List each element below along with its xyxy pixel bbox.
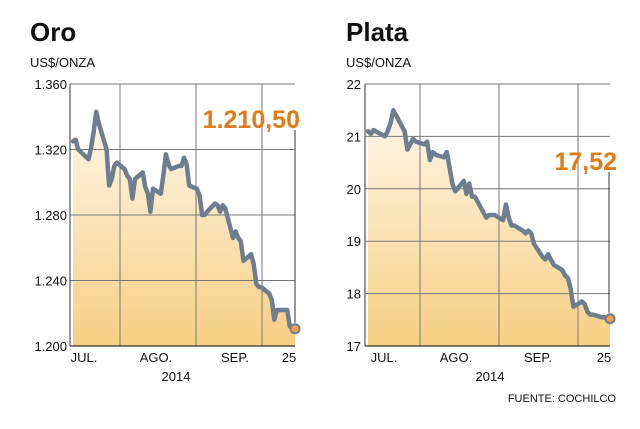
gold-y-tick-label: 1.320 bbox=[34, 143, 67, 158]
silver-unit-label: US$/ONZA bbox=[346, 55, 411, 70]
gold-price-line bbox=[70, 109, 298, 332]
gold-x-tick-label: JUL. bbox=[71, 350, 98, 365]
silver-last-point-marker bbox=[604, 313, 616, 325]
silver-plot-area: 17 18 19 20 21 22 JUL. AGO. SEP. 25 2014 bbox=[347, 77, 616, 384]
gold-x-tick-label: 25 bbox=[282, 350, 296, 365]
gold-panel: Oro US$/ONZA 1.200 1.240 1.280 1.320 1.360 JU… bbox=[30, 17, 301, 384]
silver-y-tick-label: 22 bbox=[347, 77, 361, 92]
gold-title: Oro bbox=[30, 17, 76, 47]
gold-last-price-callout: 1.210,50 bbox=[203, 106, 300, 134]
gold-last-point-marker bbox=[289, 323, 301, 335]
silver-x-tick-label: 25 bbox=[597, 350, 611, 365]
silver-x-tick-label: JUL. bbox=[371, 350, 398, 365]
silver-price-line bbox=[365, 107, 613, 322]
gold-x-tick-label: SEP. bbox=[221, 350, 249, 365]
silver-title: Plata bbox=[346, 17, 409, 47]
gold-area-fill bbox=[73, 111, 295, 346]
silver-x-year-label: 2014 bbox=[476, 369, 505, 384]
silver-x-tick-label: AGO. bbox=[440, 350, 473, 365]
gold-unit-label: US$/ONZA bbox=[30, 55, 95, 70]
silver-y-tick-label: 19 bbox=[347, 234, 361, 249]
gold-plot-area: 1.200 1.240 1.280 1.320 1.360 JUL. AGO. SEP. 25 2… bbox=[34, 77, 301, 384]
gold-y-tick-label: 1.360 bbox=[34, 77, 67, 92]
gold-y-tick-label: 1.200 bbox=[34, 339, 67, 354]
silver-area-fill bbox=[368, 110, 610, 346]
silver-y-tick-label: 20 bbox=[347, 182, 361, 197]
source-note: FUENTE: COCHILCO bbox=[508, 393, 617, 405]
gold-y-tick-label: 1.280 bbox=[34, 208, 67, 223]
silver-x-tick-label: SEP. bbox=[524, 350, 552, 365]
gold-x-year-label: 2014 bbox=[162, 369, 191, 384]
silver-y-tick-label: 21 bbox=[347, 129, 361, 144]
silver-last-price-callout: 17,52 bbox=[554, 148, 617, 176]
silver-panel: Plata US$/ONZA 17 18 19 20 21 22 JUL. AGO. SEP. 2… bbox=[346, 17, 617, 384]
silver-y-tick-label: 17 bbox=[347, 339, 361, 354]
silver-y-tick-label: 18 bbox=[347, 287, 361, 302]
gold-y-tick-label: 1.240 bbox=[34, 274, 67, 289]
gold-x-tick-label: AGO. bbox=[140, 350, 173, 365]
